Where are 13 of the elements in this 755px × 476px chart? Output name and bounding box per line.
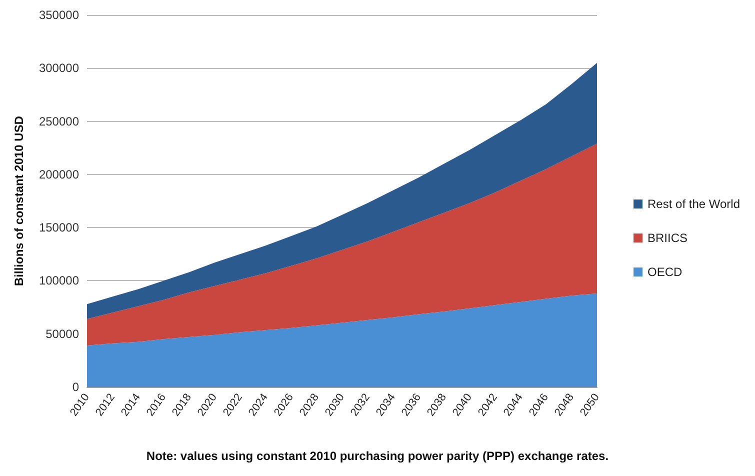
y-tick-label: 250000 (38, 114, 80, 128)
y-tick-label: 0 (72, 380, 80, 394)
y-tick-label: 150000 (38, 220, 80, 235)
y-tick-label: 200000 (38, 167, 80, 182)
legend-label: BRIICS (648, 231, 688, 245)
legend-label: OECD (648, 265, 683, 279)
legend-label: Rest of the World (648, 197, 740, 211)
y-tick-label: 50000 (46, 326, 80, 341)
y-tick-label: 100000 (38, 274, 80, 288)
y-axis-title: Billions of constant 2010 USD (12, 116, 26, 286)
y-tick-label: 350000 (38, 8, 80, 22)
text: Note: values using constant 2010 purchasing power parity (PPP) exchange rates. (146, 449, 609, 463)
y-tick-label: 300000 (38, 61, 80, 76)
